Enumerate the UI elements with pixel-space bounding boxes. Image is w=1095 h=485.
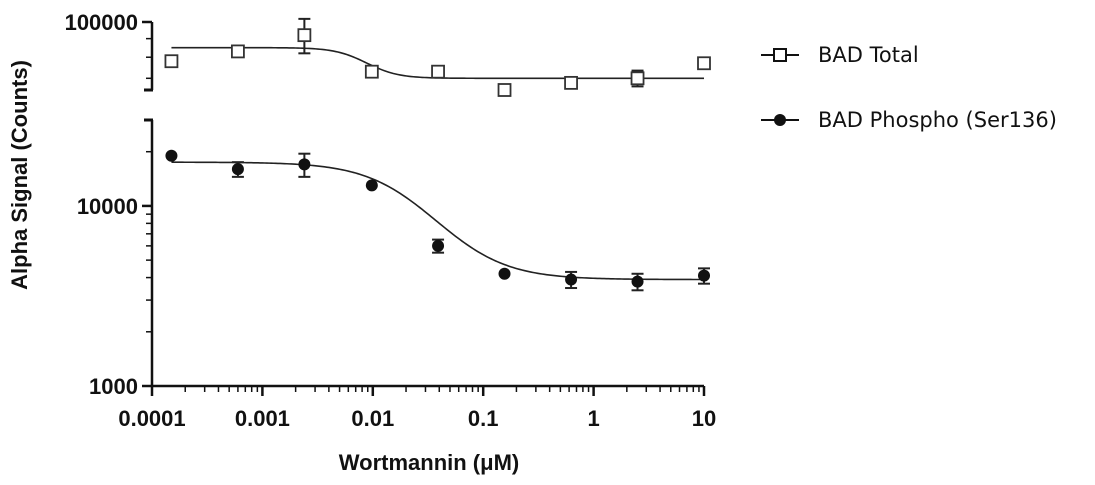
x-tick-label: 0.0001 [118,406,185,431]
data-point-bad-phospho [365,179,378,192]
data-point-bad-total [497,83,512,97]
data-point-bad-phospho [565,273,578,286]
data-point-bad-phospho [498,267,511,280]
data-point-bad-total [564,75,578,90]
x-axis-title: Wortmannin (μM) [339,450,519,475]
y-tick-label: 10000 [77,194,138,219]
data-point-bad-total [431,64,445,79]
data-point-bad-phospho [432,239,445,252]
x-tick-label: 1 [587,406,599,431]
legend-item-bad-total: BAD Total [761,43,919,67]
error-bars [231,17,710,292]
data-point-bad-phospho [631,275,644,288]
fit-curve-series-1 [171,161,704,281]
data-point-bad-phospho [165,149,178,162]
data-point-bad-phospho [231,163,244,176]
open-square-marker-icon [773,48,787,62]
data-point-bad-phospho [298,158,311,171]
legend-item-bad-phospho: BAD Phospho (Ser136) [761,108,1057,132]
tick-labels: 0.0001 0.001 0.01 0.1 1 10 1000 10000 100000 [65,10,717,431]
x-tick-label: 0.001 [235,406,290,431]
x-tick-label: 0.01 [351,406,394,431]
axes [142,20,706,396]
legend: BAD Total BAD Phospho (Ser136) [761,43,1057,132]
filled-circle-marker-icon [774,114,786,126]
x-tick-label: 10 [692,406,716,431]
y-axis-title: Alpha Signal (Counts) [7,60,32,290]
legend-label-bad-total: BAD Total [818,43,919,67]
legend-label-bad-phospho: BAD Phospho (Ser136) [818,108,1057,132]
data-points [164,28,711,288]
data-point-bad-total [364,64,379,79]
y-tick-label: 1000 [89,374,138,399]
data-point-bad-total [231,44,245,59]
data-point-bad-total [164,54,179,69]
x-tick-label: 0.1 [468,406,499,431]
data-point-bad-total [697,56,711,71]
data-point-bad-total [297,28,312,43]
data-point-bad-phospho [698,269,710,282]
y-tick-label: 100000 [65,10,138,35]
data-point-bad-total [630,71,645,86]
